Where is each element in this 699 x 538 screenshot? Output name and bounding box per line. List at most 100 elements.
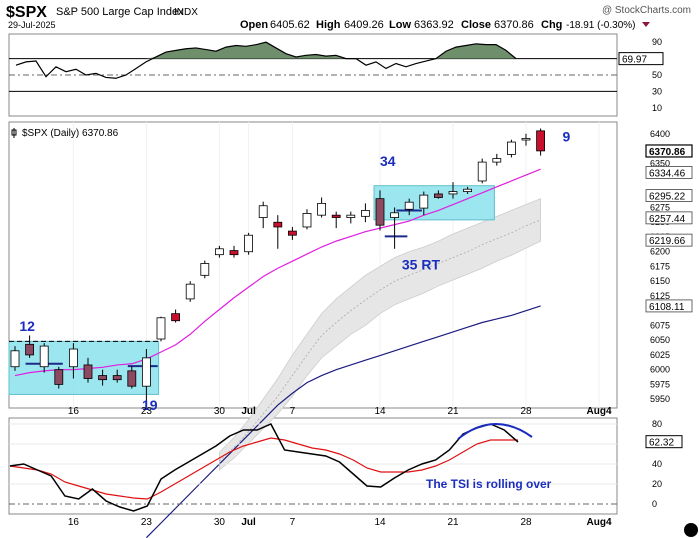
candle-body [244,234,254,253]
candle-body [433,193,443,198]
candle-body [463,188,473,192]
candle [433,190,443,199]
current-value-label: 69.97 [622,55,647,66]
candle [112,369,122,383]
candle [25,335,35,358]
open-label: Open [240,19,268,31]
open-value: 6405.62 [270,19,310,31]
candle [244,232,254,255]
y-tick-label: 6050 [650,335,670,345]
price-tag [645,299,693,313]
candle-body [10,350,20,368]
candle-body [200,263,210,276]
exchange-label: INDX [174,7,198,18]
candle [156,316,166,342]
overbought-fill [16,42,516,59]
candle [448,182,458,199]
low-label: Low [389,19,411,31]
price-tag-label: 6295.22 [649,192,686,203]
price-tag-label: 6219.66 [649,236,686,247]
chg-down-icon [642,22,650,27]
y-tick-label: 0 [652,499,657,509]
candle [375,190,385,231]
current-value-tag [618,52,664,66]
wave-count-label: 34 [380,153,396,169]
candle [229,245,239,258]
candle-body [346,214,356,218]
candle-body [83,364,93,379]
candle [346,211,356,224]
candle [171,309,181,323]
candle-body [229,250,239,256]
candle-body [287,230,297,236]
y-tick-label: 6200 [650,247,670,257]
y-tick-label: 40 [652,459,662,469]
candle [273,215,283,249]
candle-body [258,205,268,218]
y-tick-label: 90 [652,37,662,47]
x-tick-label: 28 [520,406,532,417]
y-tick-label: 20 [652,479,662,489]
y-tick-label: 80 [652,419,662,429]
candle [185,281,195,302]
candle-body [98,375,107,381]
high-label: High [316,19,341,31]
symbol-title: $SPX [6,4,47,21]
candle-body [477,161,487,182]
price-tag-label: 6334.46 [649,168,686,179]
y-tick-label: 6025 [650,350,670,360]
y-tick-label: 6350 [650,158,670,168]
candle [477,158,487,184]
y-tick-label: 6150 [650,276,670,286]
candle-body [127,370,137,387]
candle-body [521,138,531,141]
candle [521,133,531,146]
candle-body [273,221,283,228]
candle-body [404,201,414,210]
x-tick-label: Jul [241,406,256,417]
channel-band [219,198,541,471]
y-tick-label: 6175 [650,261,670,271]
candle [492,153,502,166]
chg-value: -18.91 (-0.30%) [566,20,635,31]
candle-body [317,202,327,216]
upper-indicator-layer: 907050301069.97 [9,37,664,113]
candle-body [390,212,400,218]
candle [331,211,341,229]
price-tag-label: 6108.11 [649,302,685,313]
candle [83,357,93,383]
wave-count-label: 19 [142,397,158,413]
price-tag-label: 6257.44 [649,214,686,225]
chg-label: Chg [541,19,562,31]
candle [127,366,137,389]
x-tick-label: 30 [214,517,226,528]
candle-body [360,210,370,217]
x-tick-label: 14 [374,406,386,417]
candle [302,209,312,230]
candle-body [25,343,35,356]
candle [390,207,400,249]
long-moving-average [145,305,541,538]
y-tick-label: 6275 [650,203,670,213]
candle-body [39,345,49,368]
price-tag-label: 6370.86 [649,147,686,158]
indicator-line [15,41,517,79]
price-panel-label: $SPX (Daily) 6370.86 [22,128,119,139]
short-moving-average [14,168,541,377]
wave-count-label: 9 [563,128,571,144]
wave-count-label: 35 RT [402,256,441,272]
current-value-label: 62.32 [649,438,674,449]
candle [360,203,370,223]
candle [98,369,107,386]
wave-count-label: 12 [19,318,35,334]
candle-body [419,194,429,209]
tsi-line [9,423,519,512]
candle-body [331,214,341,218]
y-tick-label: 10 [652,103,662,113]
candle [287,226,297,240]
candle [419,191,429,216]
price-tag [645,211,693,225]
price-tag [645,189,693,202]
x-tick-label: 7 [290,406,296,417]
